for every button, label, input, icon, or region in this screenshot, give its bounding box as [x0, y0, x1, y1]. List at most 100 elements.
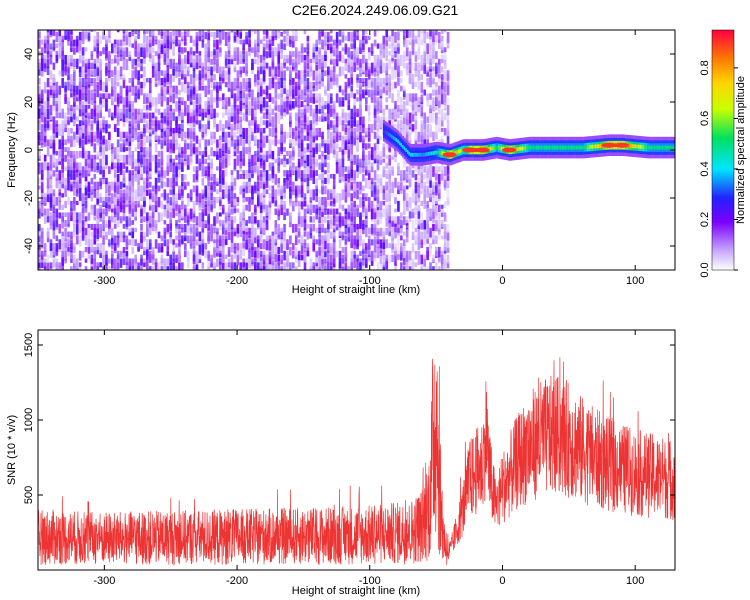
noise-cell — [367, 246, 371, 256]
noise-cell — [96, 135, 100, 143]
noise-cell — [201, 70, 205, 79]
noise-cell — [297, 204, 301, 213]
noise-cell — [224, 223, 228, 231]
noise-cell — [341, 166, 345, 177]
noise-cell — [175, 254, 178, 264]
noise-cell — [376, 43, 380, 49]
noise-cell — [140, 185, 143, 196]
noise-cell — [186, 258, 190, 269]
noise-cell — [52, 39, 56, 50]
noise-cell — [373, 204, 377, 213]
noise-cell — [402, 124, 406, 131]
noise-cell — [362, 258, 365, 266]
noise-cell — [146, 170, 149, 182]
noise-cell — [327, 78, 330, 88]
noise-cell — [175, 124, 178, 133]
noise-cell — [254, 235, 257, 244]
noise-cell — [40, 47, 44, 59]
noise-cell — [297, 250, 301, 256]
noise-cell — [248, 120, 251, 126]
noise-cell — [216, 97, 219, 108]
noise-cell — [443, 185, 447, 191]
noise-cell — [332, 104, 336, 115]
noise-cell — [204, 70, 208, 78]
noise-cell — [417, 204, 421, 212]
noise-cell — [175, 85, 178, 94]
noise-cell — [280, 124, 283, 131]
noise-cell — [137, 30, 140, 40]
noise-cell — [362, 30, 365, 36]
noise-cell — [183, 66, 187, 78]
noise-cell — [67, 127, 70, 136]
noise-cell — [38, 85, 41, 95]
noise-cell — [239, 97, 243, 102]
noise-cell — [221, 97, 225, 107]
noise-cell — [183, 212, 187, 223]
noise-cell — [324, 250, 327, 258]
noise-cell — [332, 216, 336, 226]
noise-cell — [350, 74, 354, 86]
noise-cell — [38, 120, 41, 131]
noise-cell — [327, 120, 330, 130]
noise-cell — [385, 212, 389, 219]
noise-cell — [233, 47, 237, 59]
noise-cell — [289, 97, 292, 105]
noise-cell — [134, 170, 137, 182]
noise-cell — [166, 139, 170, 149]
noise-cell — [84, 85, 88, 95]
noise-cell — [169, 104, 173, 112]
noise-cell — [300, 170, 304, 182]
noise-cell — [268, 185, 272, 191]
noise-cell — [61, 204, 64, 211]
noise-cell — [402, 101, 406, 112]
noise-cell — [318, 31, 321, 39]
noise-cell — [64, 243, 67, 255]
noise-cell — [414, 250, 418, 260]
noise-cell — [239, 174, 243, 179]
noise-cell — [274, 197, 278, 205]
noise-cell — [443, 30, 447, 33]
noise-cell — [195, 54, 199, 64]
noise-cell — [221, 220, 225, 226]
noise-cell — [204, 158, 208, 165]
noise-cell — [178, 162, 181, 170]
noise-cell — [332, 239, 336, 249]
noise-cell — [166, 266, 170, 270]
noise-cell — [283, 212, 286, 221]
noise-cell — [420, 62, 424, 71]
noise-cell — [143, 147, 146, 157]
noise-cell — [283, 177, 286, 183]
noise-cell — [84, 74, 88, 85]
noise-cell — [207, 47, 210, 57]
noise-cell — [362, 135, 365, 143]
noise-cell — [248, 197, 251, 205]
noise-cell — [84, 116, 88, 126]
noise-cell — [271, 127, 275, 138]
noise-cell — [391, 246, 394, 254]
noise-cell — [382, 200, 386, 206]
noise-cell — [49, 124, 53, 131]
noise-cell — [353, 170, 356, 181]
noise-cell — [61, 147, 64, 157]
noise-cell — [181, 101, 184, 105]
noise-cell — [277, 177, 281, 184]
noise-cell — [364, 89, 368, 96]
noise-cell — [382, 239, 386, 249]
noise-cell — [271, 54, 275, 67]
noise-cell — [236, 170, 240, 180]
noise-cell — [312, 120, 316, 132]
noise-cell — [367, 51, 371, 61]
noise-cell — [367, 239, 371, 251]
noise-cell — [265, 51, 269, 59]
noise-cell — [423, 258, 427, 267]
noise-cell — [38, 116, 41, 124]
noise-cell — [108, 124, 111, 129]
noise-cell — [84, 93, 88, 102]
noise-cell — [78, 70, 82, 78]
noise-cell — [151, 250, 155, 261]
noise-cell — [148, 81, 152, 94]
noise-cell — [183, 54, 187, 60]
noise-cell — [110, 70, 114, 77]
noise-cell — [303, 135, 307, 141]
noise-cell — [432, 31, 435, 43]
